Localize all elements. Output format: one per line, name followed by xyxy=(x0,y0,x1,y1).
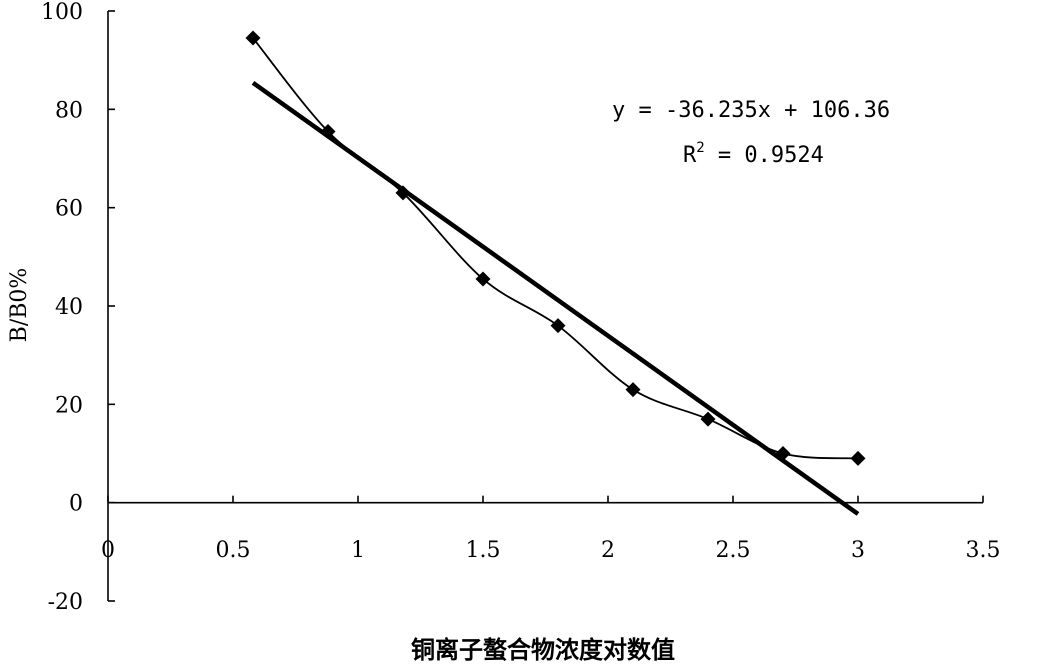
r-squared-prefix: R xyxy=(683,143,697,168)
y-tick-label: 40 xyxy=(55,295,83,320)
x-tick-label: 3.5 xyxy=(966,538,1001,563)
x-axis-title: 铜离子螯合物浓度对数值 xyxy=(411,636,675,664)
x-tick-label: 1.5 xyxy=(466,538,501,563)
y-tick-label: 0 xyxy=(69,492,83,517)
r-squared-label: R2 = 0.9524 xyxy=(683,140,824,168)
x-tick-label: 2.5 xyxy=(716,538,751,563)
x-tick-label: 2 xyxy=(601,538,615,563)
r-squared-value: = 0.9524 xyxy=(705,143,824,168)
r-squared-superscript: 2 xyxy=(696,140,704,156)
y-tick-label: 60 xyxy=(55,197,83,222)
data-point-marker xyxy=(701,412,716,427)
y-tick-label: -20 xyxy=(48,590,83,615)
data-point-marker xyxy=(551,318,566,333)
x-tick-label: 0.5 xyxy=(216,538,251,563)
x-tick-label: 1 xyxy=(351,538,365,563)
y-axis-title: B/B0% xyxy=(7,268,32,343)
y-tick-label: 100 xyxy=(41,0,83,25)
equation-label: y = -36.235x + 106.36 xyxy=(612,98,890,123)
y-tick-label: 20 xyxy=(55,393,83,418)
x-tick-label: 0 xyxy=(101,538,115,563)
x-axis-ticks: 0 0.5 1 1.5 2 2.5 3 3.5 xyxy=(101,496,1001,563)
x-tick-label: 3 xyxy=(851,538,865,563)
data-point-marker xyxy=(246,31,261,46)
y-axis-ticks: -20 0 20 40 60 80 100 xyxy=(41,0,115,615)
y-tick-label: 80 xyxy=(55,98,83,123)
data-point-marker xyxy=(626,382,641,397)
data-point-marker xyxy=(851,451,866,466)
